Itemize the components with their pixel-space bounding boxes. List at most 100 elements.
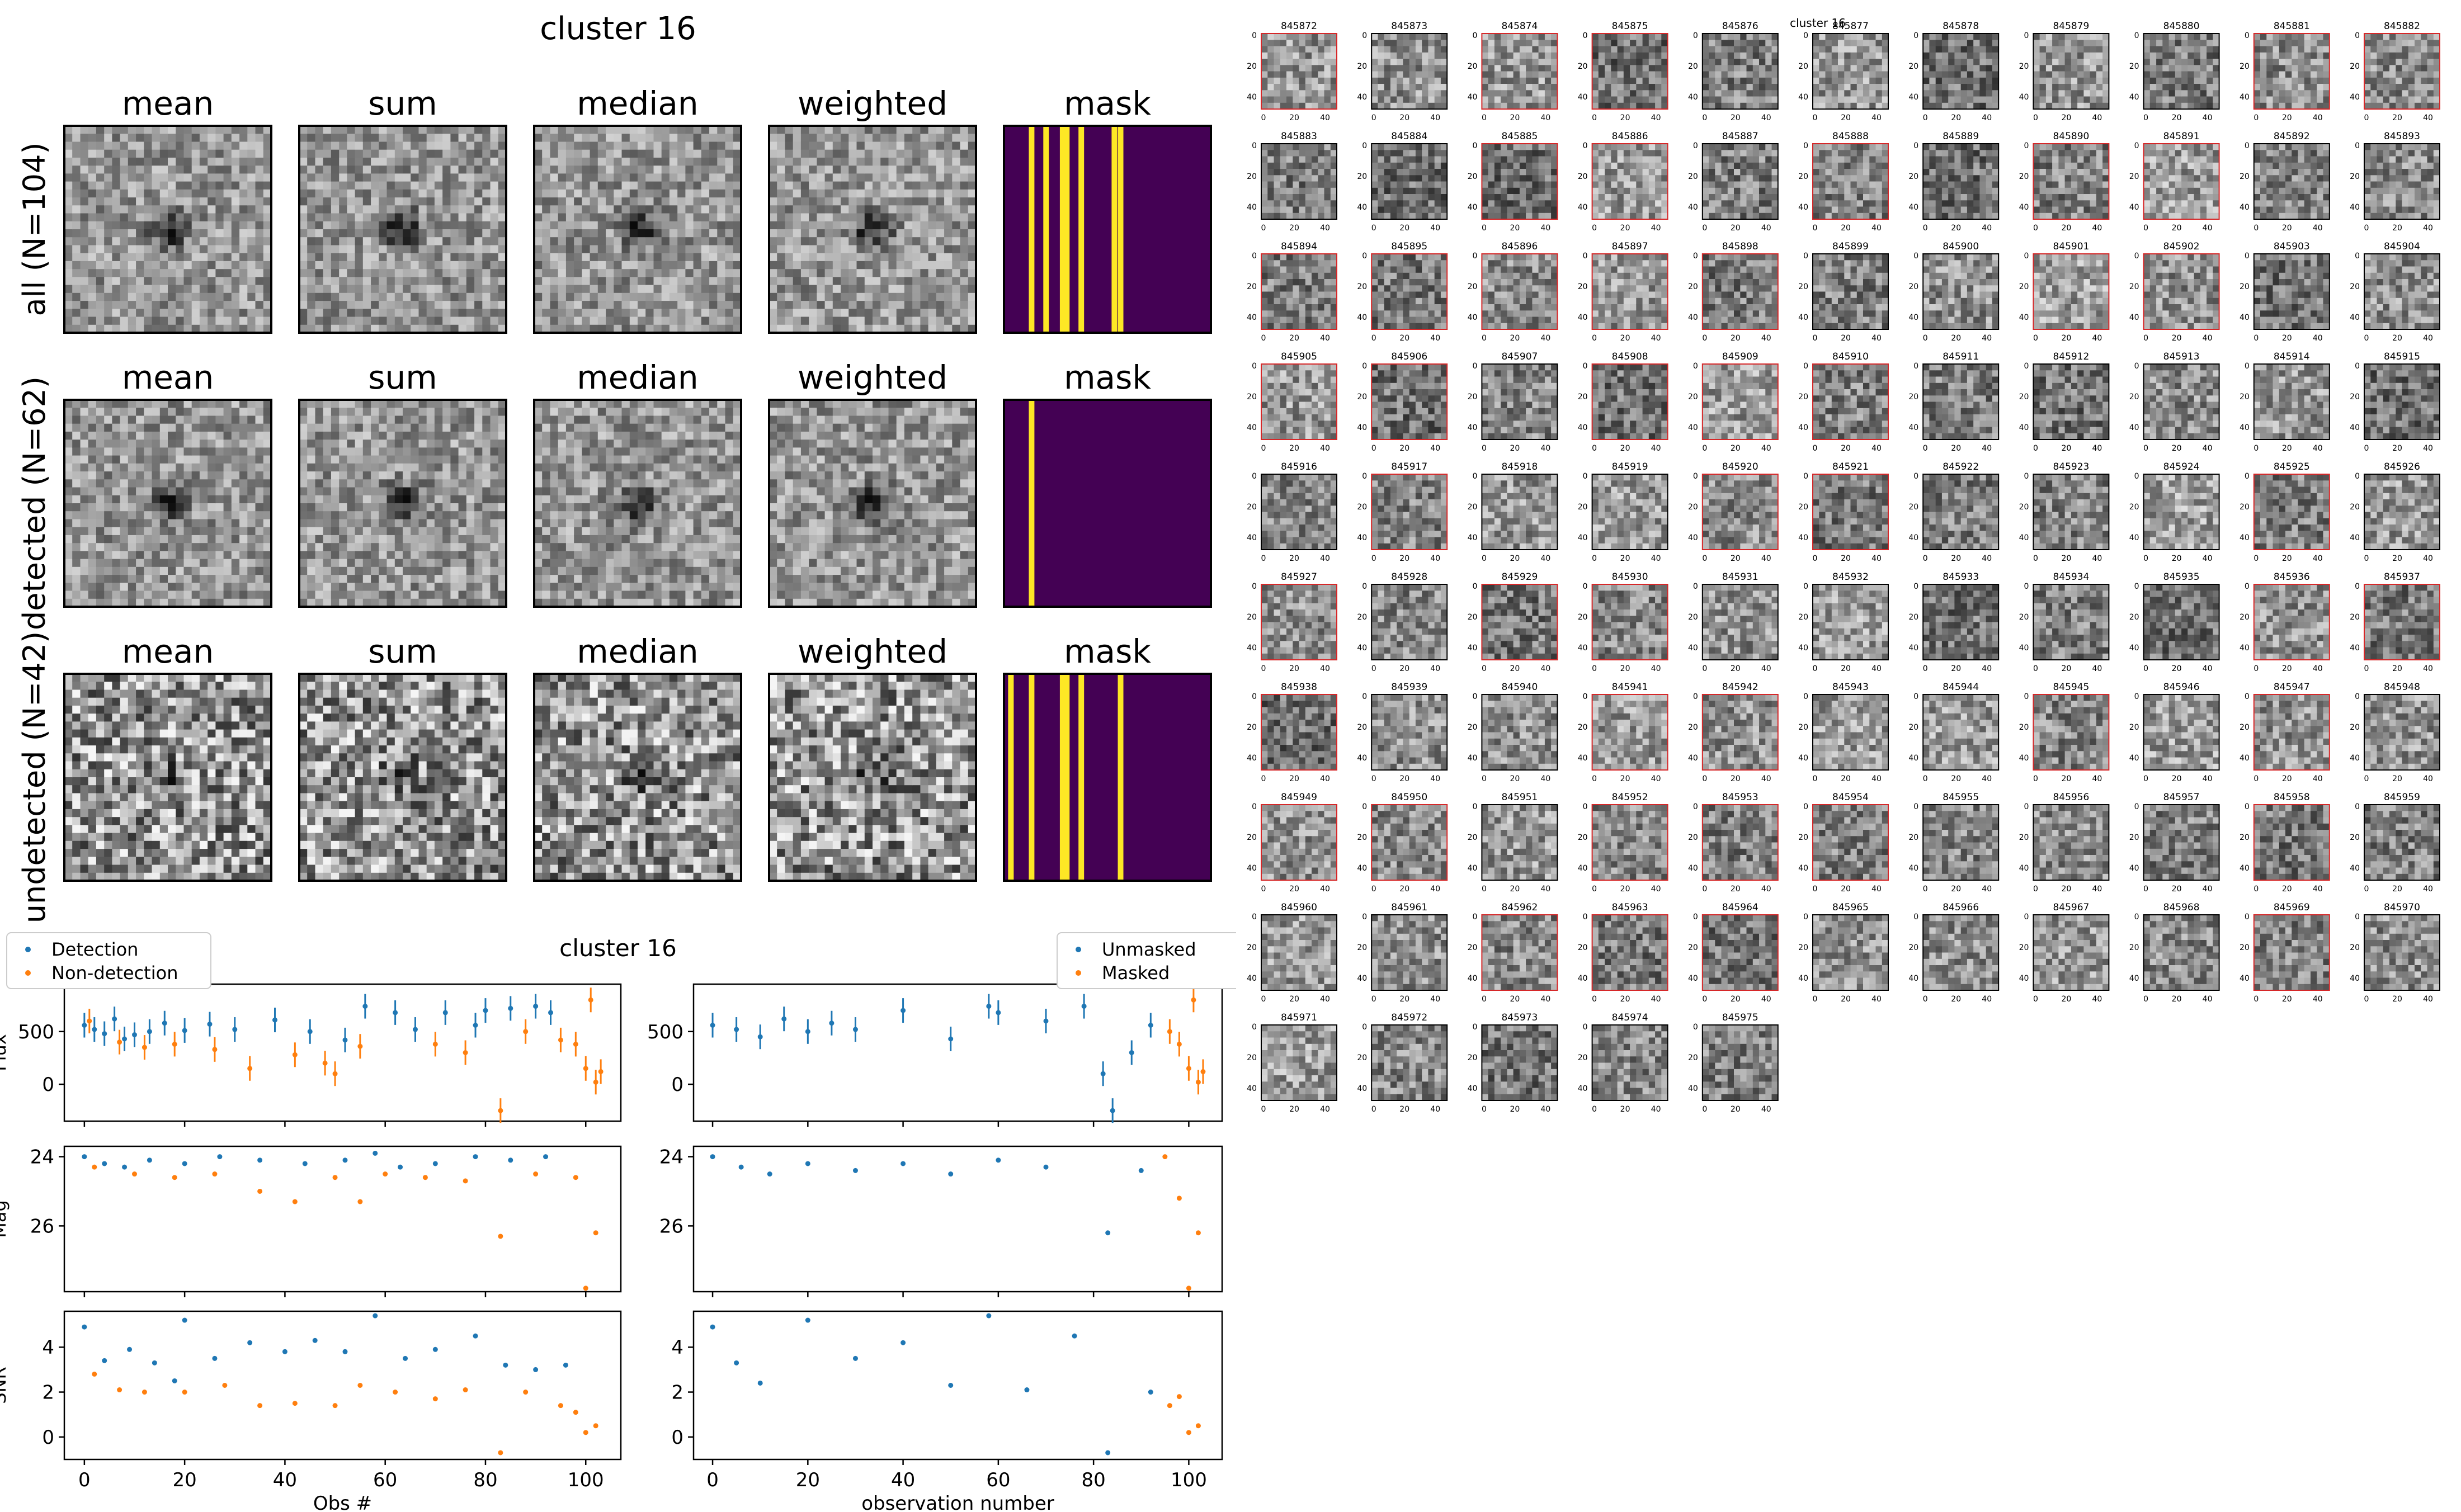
cutout-label: 845941	[1612, 682, 1648, 693]
cutout-x-tick: 20	[1731, 334, 1741, 343]
cutout-845908: 845908 0 20 40 0 20 40	[1578, 351, 1668, 453]
cutout-y-tick: 0	[1362, 1023, 1367, 1032]
cutout-frame	[2364, 33, 2440, 110]
cutout-y-tick: 20	[1468, 172, 1478, 181]
cutout-x-tick: 40	[1761, 995, 1771, 1004]
cutout-x-tick: 40	[1540, 1105, 1550, 1114]
cutout-y-tick: 0	[2134, 472, 2139, 481]
cutout-y-tick: 40	[2129, 533, 2139, 542]
axes-frame	[692, 1310, 1223, 1461]
y-tick-label: 500	[18, 1021, 54, 1043]
cutout-frame	[2364, 914, 2440, 991]
image-frame	[533, 673, 742, 882]
cutout-y-tick: 40	[2240, 974, 2250, 983]
cutout-x-tick: 40	[2313, 114, 2323, 122]
data-point	[422, 1175, 428, 1180]
cutout-x-tick: 40	[1761, 224, 1771, 233]
image-frame	[298, 399, 507, 608]
cutout-y-tick: 0	[2134, 802, 2139, 811]
cutout-y-tick: 40	[2350, 203, 2360, 212]
cutout-x-tick: 0	[2364, 114, 2369, 122]
cutout-y-tick: 20	[1578, 282, 1588, 291]
cutout-y-tick: 20	[1688, 613, 1698, 622]
data-point	[403, 1355, 408, 1361]
cutout-x-tick: 20	[1620, 885, 1630, 894]
cutout-label: 845880	[2163, 21, 2200, 32]
cutout-label: 845898	[1722, 241, 1758, 252]
cutout-frame	[2033, 584, 2110, 660]
cutout-frame	[1591, 584, 1668, 660]
cutout-x-tick: 0	[2143, 664, 2148, 673]
cutout-y-tick: 0	[2024, 141, 2029, 150]
cutout-y-tick: 0	[1472, 141, 1477, 150]
data-point	[152, 1360, 157, 1365]
cutout-x-tick: 40	[2423, 885, 2433, 894]
cutout-y-tick: 20	[2019, 503, 2029, 512]
cutout-label: 845894	[1281, 241, 1317, 252]
cutout-x-tick: 40	[2423, 774, 2433, 783]
cutout-y-tick: 20	[1357, 393, 1367, 401]
data-point	[1167, 1029, 1172, 1034]
cutout-y-tick: 20	[1468, 503, 1478, 512]
data-point	[212, 1355, 218, 1361]
cutout-x-tick: 40	[1871, 114, 1882, 122]
data-point	[247, 1340, 253, 1345]
data-point	[1195, 1423, 1201, 1429]
cutout-y-tick: 40	[1468, 1084, 1478, 1093]
cutout-x-tick: 0	[1813, 664, 1818, 673]
cutout-x-tick: 20	[2392, 995, 2402, 1004]
cutout-y-tick: 40	[1688, 203, 1698, 212]
column-label-mask: mask	[1064, 358, 1151, 396]
cutout-x-tick: 0	[1261, 444, 1266, 453]
data-point	[498, 1108, 503, 1113]
cutout-label: 845918	[1501, 461, 1538, 472]
cutout-x-tick: 20	[1620, 664, 1630, 673]
cutout-y-tick: 40	[1908, 93, 1918, 102]
cutout-label: 845956	[2053, 792, 2089, 803]
cutout-x-tick: 20	[2061, 334, 2071, 343]
data-point	[122, 1164, 128, 1170]
cutout-x-tick: 0	[2364, 554, 2369, 563]
cutout-y-tick: 0	[2134, 31, 2139, 40]
cutout-y-tick: 40	[1357, 974, 1367, 983]
data-point	[1043, 1164, 1049, 1170]
data-point	[102, 1031, 107, 1037]
cutout-y-tick: 0	[1583, 472, 1588, 481]
cutout-frame	[1701, 253, 1779, 330]
cutout-y-tick: 40	[1247, 93, 1257, 102]
cutout-label: 845953	[1722, 792, 1758, 803]
cutout-x-tick: 0	[1482, 554, 1487, 563]
cutout-x-tick: 0	[2033, 774, 2038, 783]
cutout-x-tick: 40	[2423, 664, 2433, 673]
cutout-x-tick: 40	[1320, 224, 1330, 233]
cutout-x-tick: 0	[1482, 444, 1487, 453]
cutout-y-tick: 20	[1468, 943, 1478, 952]
cutout-image-0-2	[533, 125, 742, 334]
cutout-845900: 845900 0 20 40 0 20 40	[1908, 241, 2000, 343]
cutout-x-tick: 0	[1702, 1105, 1707, 1114]
cutout-y-tick: 20	[1578, 503, 1588, 512]
cutout-y-tick: 0	[2355, 582, 2360, 591]
stack-title: cluster 16	[540, 11, 696, 47]
cutout-y-tick: 20	[1688, 62, 1698, 71]
cutout-label: 845916	[1281, 461, 1317, 472]
cutout-845906: 845906 0 20 40 0 20 40	[1357, 351, 1448, 453]
y-tick-label: 500	[647, 1021, 683, 1043]
cutout-x-tick: 20	[1510, 995, 1520, 1004]
data-point	[292, 1401, 298, 1406]
cutout-label: 845971	[1281, 1012, 1317, 1023]
cutout-label: 845873	[1391, 21, 1427, 32]
cutout-label: 845939	[1391, 682, 1427, 693]
cutout-y-tick: 20	[1357, 1053, 1367, 1062]
x-tick-label: 20	[173, 1469, 197, 1491]
cutout-x-tick: 0	[1482, 1105, 1487, 1114]
mask-bar	[1118, 675, 1124, 880]
row-label: undetected (N=42)	[17, 631, 52, 923]
cutout-x-tick: 20	[2061, 774, 2071, 783]
cutout-y-tick: 40	[1908, 203, 1918, 212]
cutout-x-tick: 20	[2061, 664, 2071, 673]
cutout-y-tick: 20	[2019, 723, 2029, 732]
cutout-x-tick: 40	[1540, 334, 1550, 343]
legend-label: Unmasked	[1102, 939, 1196, 960]
cutout-x-tick: 0	[1482, 885, 1487, 894]
